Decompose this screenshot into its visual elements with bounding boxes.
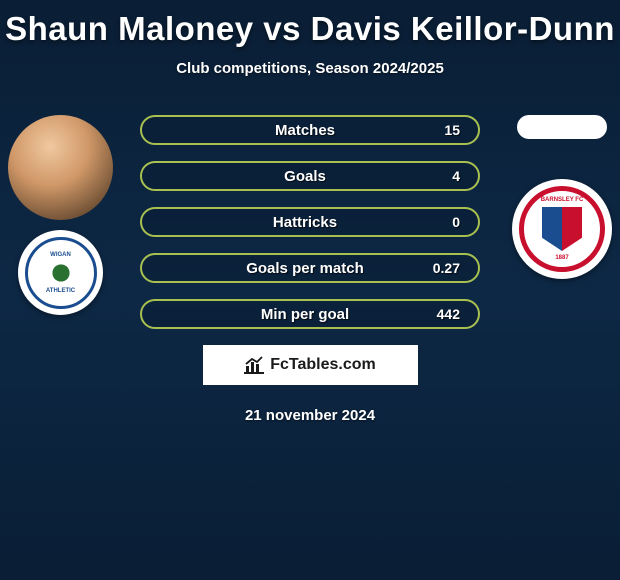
stat-label: Matches xyxy=(190,122,420,139)
wigan-tree-icon xyxy=(46,258,76,288)
brand-badge: FcTables.com xyxy=(203,345,418,385)
club-badge-barnsley: BARNSLEY FC 1887 xyxy=(512,179,612,279)
stat-row-mpg: Min per goal 442 xyxy=(140,299,480,329)
chart-icon xyxy=(244,356,264,374)
club-badge-wigan: WIGAN ATHLETIC xyxy=(18,230,103,315)
wigan-text-bottom: ATHLETIC xyxy=(46,288,75,294)
comparison-content: WIGAN ATHLETIC BARNSLEY FC 1887 Matches … xyxy=(0,115,620,424)
stat-row-goals: Goals 4 xyxy=(140,161,480,191)
barnsley-badge-inner: BARNSLEY FC 1887 xyxy=(519,186,605,272)
player-left-avatar xyxy=(8,115,113,220)
stat-label: Min per goal xyxy=(190,306,420,323)
stat-row-gpm: Goals per match 0.27 xyxy=(140,253,480,283)
stat-row-matches: Matches 15 xyxy=(140,115,480,145)
left-player-column: WIGAN ATHLETIC xyxy=(8,115,113,315)
stat-right-value: 0 xyxy=(420,214,460,230)
stat-label: Goals per match xyxy=(190,260,420,277)
brand-text: FcTables.com xyxy=(270,356,376,374)
player-right-avatar xyxy=(517,115,607,139)
stat-row-hattricks: Hattricks 0 xyxy=(140,207,480,237)
stat-label: Hattricks xyxy=(190,214,420,231)
page-title: Shaun Maloney vs Davis Keillor-Dunn xyxy=(0,0,620,48)
stat-right-value: 4 xyxy=(420,168,460,184)
subtitle: Club competitions, Season 2024/2025 xyxy=(0,60,620,77)
stat-right-value: 15 xyxy=(420,122,460,138)
barnsley-text-top: BARNSLEY FC xyxy=(541,197,584,203)
wigan-badge-inner: WIGAN ATHLETIC xyxy=(25,237,97,309)
barnsley-shield-icon xyxy=(542,207,582,251)
stat-right-value: 0.27 xyxy=(420,260,460,276)
stats-table: Matches 15 Goals 4 Hattricks 0 Goals per… xyxy=(140,115,480,329)
barnsley-year: 1887 xyxy=(555,255,568,261)
date-text: 21 november 2024 xyxy=(0,407,620,424)
stat-right-value: 442 xyxy=(420,306,460,322)
right-player-column: BARNSLEY FC 1887 xyxy=(512,115,612,279)
stat-label: Goals xyxy=(190,168,420,185)
